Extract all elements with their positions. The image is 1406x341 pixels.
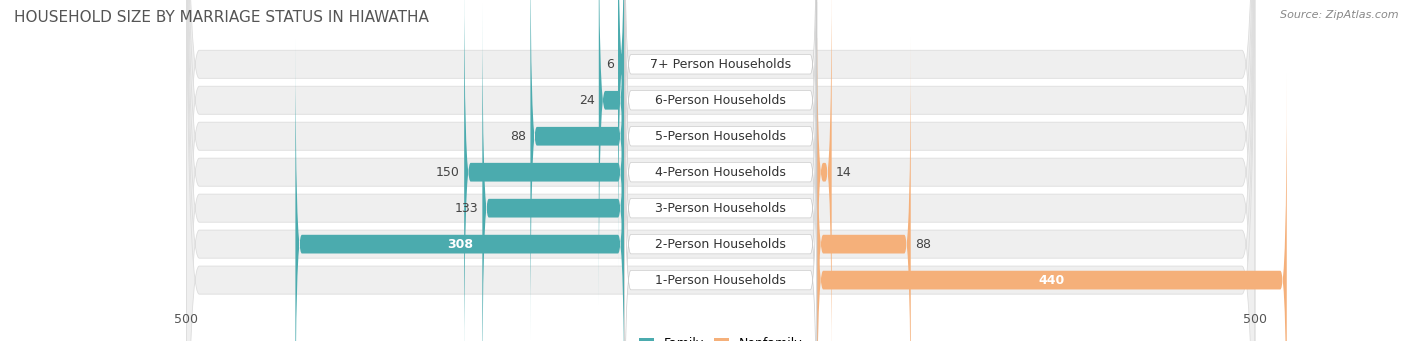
Text: Source: ZipAtlas.com: Source: ZipAtlas.com xyxy=(1281,10,1399,20)
Text: 88: 88 xyxy=(510,130,526,143)
FancyBboxPatch shape xyxy=(187,0,1254,341)
FancyBboxPatch shape xyxy=(817,0,832,341)
Text: 1-Person Households: 1-Person Households xyxy=(655,273,786,286)
Text: HOUSEHOLD SIZE BY MARRIAGE STATUS IN HIAWATHA: HOUSEHOLD SIZE BY MARRIAGE STATUS IN HIA… xyxy=(14,10,429,25)
FancyBboxPatch shape xyxy=(624,38,817,341)
Text: 440: 440 xyxy=(1039,273,1064,286)
Text: 3-Person Households: 3-Person Households xyxy=(655,202,786,215)
Text: 6: 6 xyxy=(606,58,614,71)
FancyBboxPatch shape xyxy=(187,0,1254,341)
Text: 88: 88 xyxy=(915,238,931,251)
Text: 133: 133 xyxy=(454,202,478,215)
Text: 5-Person Households: 5-Person Households xyxy=(655,130,786,143)
Text: 7+ Person Households: 7+ Person Households xyxy=(650,58,792,71)
FancyBboxPatch shape xyxy=(817,38,911,341)
FancyBboxPatch shape xyxy=(624,74,817,341)
Text: 2-Person Households: 2-Person Households xyxy=(655,238,786,251)
FancyBboxPatch shape xyxy=(817,74,1286,341)
FancyBboxPatch shape xyxy=(482,2,624,341)
FancyBboxPatch shape xyxy=(187,0,1254,341)
FancyBboxPatch shape xyxy=(624,0,817,341)
Text: 4-Person Households: 4-Person Households xyxy=(655,166,786,179)
FancyBboxPatch shape xyxy=(187,0,1254,341)
FancyBboxPatch shape xyxy=(530,0,624,341)
FancyBboxPatch shape xyxy=(599,0,624,307)
FancyBboxPatch shape xyxy=(624,0,817,270)
FancyBboxPatch shape xyxy=(619,0,624,271)
Text: 24: 24 xyxy=(579,94,595,107)
FancyBboxPatch shape xyxy=(187,0,1254,341)
FancyBboxPatch shape xyxy=(464,0,624,341)
FancyBboxPatch shape xyxy=(295,38,624,341)
FancyBboxPatch shape xyxy=(624,0,817,306)
Text: 14: 14 xyxy=(837,166,852,179)
FancyBboxPatch shape xyxy=(624,2,817,341)
FancyBboxPatch shape xyxy=(187,0,1254,341)
FancyBboxPatch shape xyxy=(624,0,817,341)
Text: 6-Person Households: 6-Person Households xyxy=(655,94,786,107)
FancyBboxPatch shape xyxy=(187,0,1254,341)
Text: 308: 308 xyxy=(447,238,472,251)
Legend: Family, Nonfamily: Family, Nonfamily xyxy=(634,332,807,341)
Text: 150: 150 xyxy=(436,166,460,179)
